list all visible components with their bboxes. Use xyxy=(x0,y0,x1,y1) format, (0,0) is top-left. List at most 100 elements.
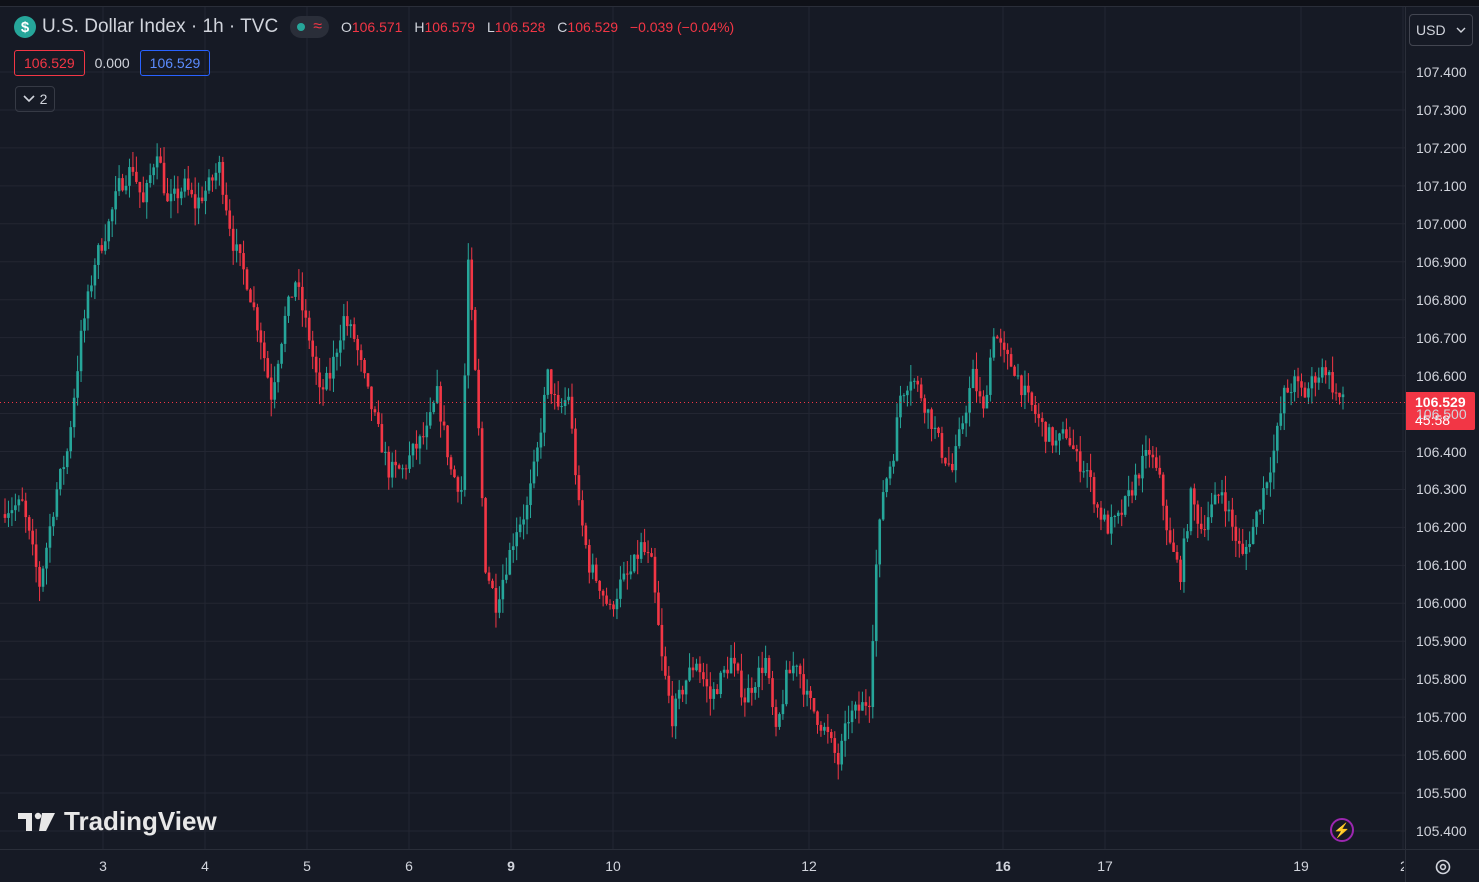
candle xyxy=(881,480,885,521)
candle xyxy=(919,377,923,402)
candle xyxy=(532,449,536,489)
time-axis[interactable] xyxy=(0,849,1405,882)
y-tick-label: 106.900 xyxy=(1416,253,1467,270)
y-tick-label: 106.100 xyxy=(1416,557,1467,574)
candle xyxy=(951,453,954,473)
candle xyxy=(1186,523,1189,543)
candle xyxy=(1155,447,1158,471)
candle xyxy=(477,358,480,436)
candle xyxy=(1327,370,1331,390)
candle xyxy=(563,387,567,415)
candle xyxy=(1148,438,1151,468)
candle xyxy=(664,646,667,680)
candle xyxy=(41,565,45,592)
candle xyxy=(764,645,767,676)
candle xyxy=(543,386,546,447)
candle xyxy=(335,348,339,371)
candle xyxy=(491,578,494,589)
candle xyxy=(912,378,916,389)
candle xyxy=(266,350,270,379)
candle xyxy=(1282,385,1286,430)
candle xyxy=(584,522,588,549)
symbol-title[interactable]: U.S. Dollar Index · 1h · TVC xyxy=(42,16,279,37)
price-axis[interactable] xyxy=(1405,7,1479,849)
candle xyxy=(249,288,252,303)
candle xyxy=(1137,473,1141,486)
settings-corner[interactable] xyxy=(1405,849,1479,882)
candle xyxy=(1054,430,1058,453)
candle xyxy=(20,487,24,502)
candle xyxy=(944,457,947,467)
status-pill[interactable]: ≈ xyxy=(290,16,329,38)
candle xyxy=(947,446,951,467)
candle xyxy=(1272,434,1276,490)
candle xyxy=(31,518,34,556)
candle xyxy=(180,187,183,206)
open-value: 106.571 xyxy=(351,19,403,35)
candle xyxy=(677,680,681,710)
candle xyxy=(1123,495,1127,518)
candle xyxy=(228,199,232,237)
buy-button[interactable]: 106.529 xyxy=(139,50,211,76)
candle xyxy=(632,554,636,574)
candle xyxy=(525,496,529,535)
candle xyxy=(38,561,41,602)
x-tick-label: 6 xyxy=(405,858,413,874)
y-tick-label: 105.400 xyxy=(1416,823,1467,839)
candle xyxy=(726,656,729,679)
candle xyxy=(778,712,781,730)
candle xyxy=(1127,475,1130,507)
candle xyxy=(124,175,128,195)
candle xyxy=(750,677,754,706)
candle xyxy=(1068,426,1072,447)
y-tick-label: 107.100 xyxy=(1416,177,1467,194)
high-value: 106.579 xyxy=(424,19,476,35)
candle xyxy=(1206,501,1210,541)
candle xyxy=(1269,457,1272,497)
candle xyxy=(86,284,90,331)
candle xyxy=(387,446,391,490)
candle xyxy=(695,658,698,672)
tradingview-logo[interactable]: TradingView xyxy=(18,806,217,837)
candle xyxy=(498,586,501,619)
candle xyxy=(961,415,964,434)
lightning-icon[interactable]: ⚡ xyxy=(1330,818,1354,842)
chart-plot-area[interactable] xyxy=(0,7,1405,849)
candle xyxy=(294,280,297,301)
y-tick-label: 106.400 xyxy=(1416,443,1467,460)
candle xyxy=(97,243,100,279)
candle xyxy=(480,421,484,507)
candle xyxy=(207,169,211,194)
candle xyxy=(1016,363,1020,380)
candle xyxy=(840,733,843,771)
candle xyxy=(830,728,833,743)
candle xyxy=(511,533,515,563)
candle xyxy=(930,407,933,442)
candle xyxy=(186,165,190,196)
y-tick-label: 105.700 xyxy=(1416,709,1467,726)
sell-button[interactable]: 106.529 xyxy=(14,50,85,76)
candle xyxy=(221,156,225,205)
candle xyxy=(1065,418,1068,440)
ohlc-values: O106.571 H106.579 L106.528 C106.529 −0.0… xyxy=(340,19,735,35)
gear-icon[interactable] xyxy=(1434,858,1452,876)
candle xyxy=(411,442,415,468)
candle xyxy=(114,175,117,225)
candle xyxy=(895,403,899,462)
x-tick-label: 12 xyxy=(801,858,817,874)
candle xyxy=(501,564,505,613)
candle xyxy=(235,228,238,263)
candle xyxy=(148,163,152,188)
candle xyxy=(518,516,522,538)
currency-selector[interactable]: USD xyxy=(1409,14,1473,46)
candle xyxy=(135,156,138,184)
chevron-down-icon xyxy=(23,95,35,103)
indicators-collapse-button[interactable]: 2 xyxy=(15,86,55,112)
candle xyxy=(1116,510,1120,524)
candle xyxy=(574,418,577,485)
candle xyxy=(456,475,460,503)
candle xyxy=(1051,426,1054,454)
candle xyxy=(833,731,837,764)
candle xyxy=(1320,358,1324,383)
candle xyxy=(1168,517,1172,545)
